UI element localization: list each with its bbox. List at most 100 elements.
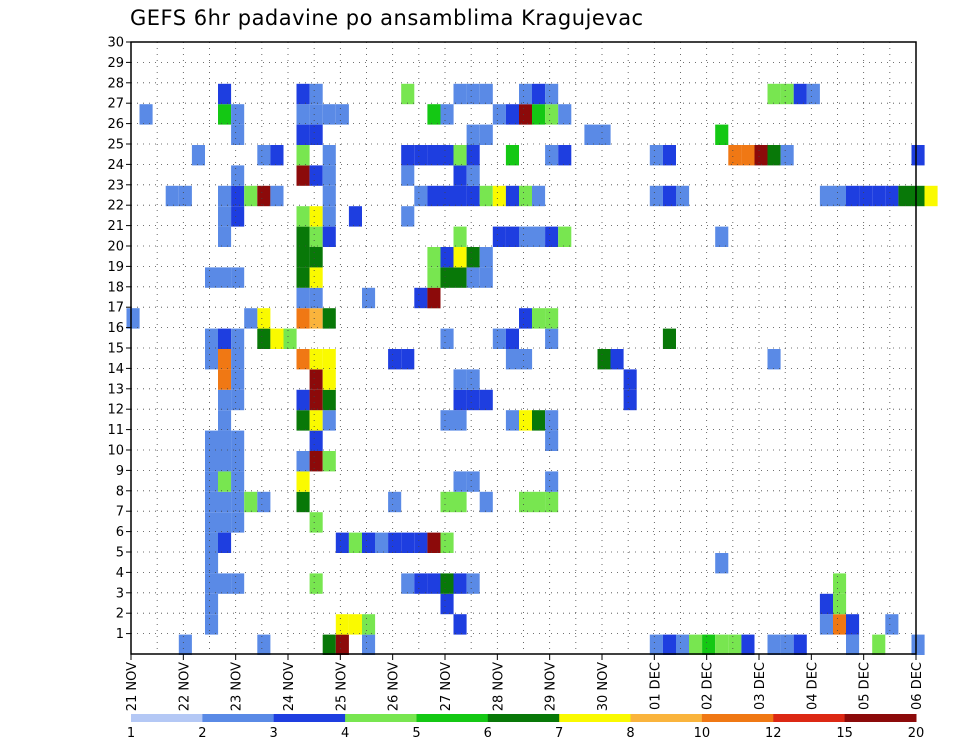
heatmap-cell: [309, 104, 323, 125]
y-tick-label: 16: [107, 321, 124, 336]
heatmap-cell: [205, 553, 219, 574]
heatmap-cell: [440, 145, 454, 166]
y-tick-label: 4: [116, 566, 124, 581]
heatmap-cell: [558, 104, 572, 125]
heatmap-cell: [126, 308, 140, 329]
heatmap-cell: [466, 145, 480, 166]
legend-swatch: [345, 714, 417, 722]
heatmap-cell: [218, 83, 232, 105]
x-tick-label: 27 NOV: [439, 662, 454, 711]
heatmap-cell: [466, 267, 480, 288]
heatmap-cell: [885, 614, 899, 635]
heatmap-cell: [780, 634, 794, 655]
x-tick-label: 06 DEC: [910, 662, 925, 710]
heatmap-cell: [427, 532, 441, 553]
heatmap-cell: [453, 573, 467, 594]
heatmap-cell: [545, 491, 559, 513]
x-tick-label: 28 NOV: [491, 662, 506, 711]
legend-swatch: [773, 714, 846, 722]
heatmap-cell: [270, 185, 284, 207]
heatmap-cell: [872, 185, 886, 207]
heatmap-cell: [505, 349, 519, 370]
heatmap-cell: [335, 634, 349, 655]
legend-swatch: [131, 714, 203, 722]
y-tick-label: 6: [116, 525, 124, 540]
heatmap-cell: [375, 532, 389, 553]
y-tick-label: 5: [116, 546, 124, 561]
heatmap-cell: [715, 124, 729, 145]
heatmap-cell: [532, 410, 546, 431]
heatmap-cell: [296, 145, 310, 166]
heatmap-cell: [309, 410, 323, 431]
heatmap-cell: [205, 512, 219, 533]
chart-title: GEFS 6hr padavine po ansamblima Kragujev…: [130, 6, 644, 30]
heatmap-cell: [165, 185, 179, 207]
x-tick-label: 25 NOV: [334, 662, 349, 711]
x-tick-label: 29 NOV: [544, 662, 559, 711]
heatmap-cell: [362, 532, 376, 553]
heatmap-cell: [833, 593, 847, 615]
heatmap-cell: [440, 532, 454, 553]
heatmap-cell: [649, 185, 663, 207]
heatmap-cell: [231, 451, 245, 472]
heatmap-cell: [676, 185, 690, 207]
heatmap-cell: [453, 247, 467, 268]
heatmap-cell: [440, 593, 454, 615]
heatmap-cell: [414, 185, 428, 207]
heatmap-cell: [257, 145, 271, 166]
heatmap-cell: [296, 165, 310, 186]
y-tick-label: 13: [107, 382, 124, 397]
heatmap-cell: [662, 185, 676, 207]
heatmap-cell: [479, 267, 493, 288]
heatmap-cell: [231, 349, 245, 370]
heatmap-cell: [218, 104, 232, 125]
heatmap-cell: [715, 553, 729, 574]
heatmap-cell: [205, 532, 219, 553]
heatmap-cell: [283, 328, 297, 349]
heatmap-cell: [309, 389, 323, 411]
heatmap-cell: [388, 532, 402, 553]
heatmap-cell: [335, 104, 349, 125]
heatmap-cell: [309, 287, 323, 309]
heatmap-cell: [231, 267, 245, 288]
heatmap-cell: [767, 349, 781, 370]
heatmap-cell: [440, 247, 454, 268]
heatmap-cell: [466, 573, 480, 594]
y-tick-label: 21: [107, 219, 124, 234]
heatmap-cell: [296, 104, 310, 125]
legend-label: 12: [765, 726, 782, 741]
heatmap-cell: [479, 491, 493, 513]
heatmap-cell: [218, 430, 232, 451]
heatmap-cell: [545, 104, 559, 125]
y-tick-label: 23: [107, 178, 124, 193]
heatmap-cell: [545, 308, 559, 329]
heatmap-cell: [322, 389, 336, 411]
heatmap-cell: [296, 83, 310, 105]
heatmap-cell: [257, 634, 271, 655]
heatmap-cell: [466, 247, 480, 268]
y-tick-label: 3: [116, 586, 124, 601]
heatmap-cell: [649, 145, 663, 166]
heatmap-cell: [545, 430, 559, 451]
y-tick-label: 15: [107, 342, 124, 357]
heatmap-cell: [335, 532, 349, 553]
heatmap-cell: [178, 634, 192, 655]
heatmap-cell: [348, 614, 362, 635]
heatmap-cell: [466, 471, 480, 492]
heatmap-cell: [309, 451, 323, 472]
heatmap-cell: [231, 206, 245, 227]
heatmap-cell: [519, 349, 533, 370]
heatmap-cell: [819, 593, 833, 615]
heatmap-cell: [257, 491, 271, 513]
heatmap-cell: [466, 389, 480, 411]
legend-label: 5: [412, 726, 420, 741]
heatmap-cell: [296, 471, 310, 492]
heatmap-cell: [218, 532, 232, 553]
y-tick-label: 17: [107, 301, 124, 316]
heatmap-cell: [427, 247, 441, 268]
grid-layer: [131, 42, 916, 654]
heatmap-cell: [597, 124, 611, 145]
heatmap-cell: [610, 349, 624, 370]
heatmap-cell: [296, 287, 310, 309]
y-tick-label: 11: [107, 423, 124, 438]
